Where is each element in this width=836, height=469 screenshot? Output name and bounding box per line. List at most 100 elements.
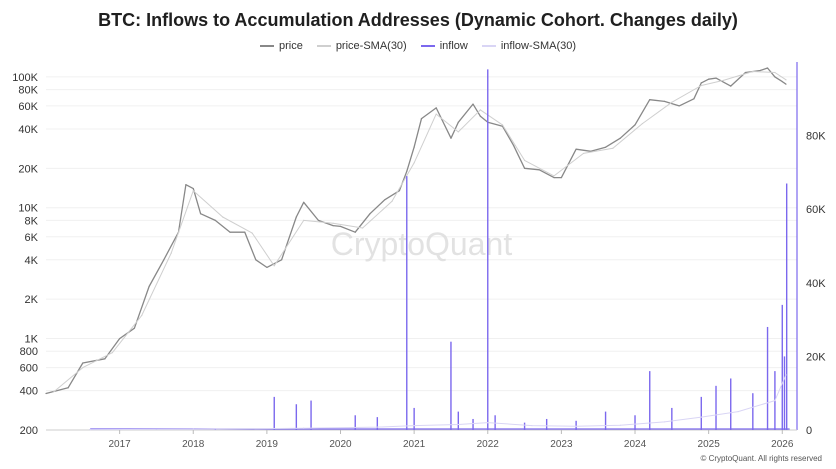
data-point-price-sma-30- [523,159,526,162]
data-point-inflow-sma-30- [575,425,577,427]
left-axis-tick-label: 1K [25,334,39,346]
left-axis-tick-label: 4K [25,255,39,267]
data-point-price [185,184,187,186]
data-point-price [163,259,165,261]
data-point-price [553,176,555,179]
data-point-price [538,169,540,171]
data-point-price [214,219,216,222]
legend-swatch-price-sma [316,45,331,47]
data-point-price-sma-30- [582,152,585,155]
left-axis-tick-label: 400 [20,386,38,398]
data-point-price [82,362,84,364]
legend-item-inflow[interactable]: inflow [420,40,468,52]
data-point-price-sma-30- [752,70,754,73]
data-point-price-sma-30- [361,227,364,229]
data-point-inflow-sma-30- [619,424,621,426]
legend-label-inflow: inflow [439,40,468,52]
chart-title: BTC: Inflows to Accumulation Addresses (… [98,10,738,30]
left-axis-tick-label: 800 [20,346,38,358]
data-point-inflow-sma-30- [774,399,776,402]
data-point-price [255,259,257,261]
data-point-price [406,170,408,172]
data-point-price [700,82,702,84]
data-point-price-sma-30- [457,131,459,133]
data-point-price [332,225,334,227]
data-point-price [575,148,577,150]
data-point-price [354,231,356,233]
data-point-price [192,188,194,190]
data-point-price-sma-30- [332,222,334,224]
data-point-price-sma-30- [273,265,275,267]
left-axis-tick-label: 6K [25,232,39,244]
right-axis-tick-label: 60K [806,204,826,216]
data-point-price [281,259,283,261]
data-point-price [119,337,121,340]
data-point-price [104,358,106,360]
data-point-price [398,190,401,192]
data-point-price [649,99,651,101]
data-point-price [435,107,437,109]
right-axis-tick-label: 80K [806,131,826,143]
data-point-inflow-sma-30- [785,374,787,376]
left-axis-tick-label: 10K [18,203,38,215]
legend-swatch-price [259,45,274,47]
data-point-price [693,98,695,100]
data-point-price-sma-30- [722,79,724,82]
data-point-price [457,121,459,123]
legend-swatch-inflow [420,45,435,47]
left-axis-tick-label: 80K [18,85,38,97]
data-point-price [744,71,747,74]
left-axis-tick-label: 60K [18,101,38,113]
data-point-price-sma-30- [479,109,482,111]
data-point-price [45,392,47,395]
data-point-price [295,216,297,218]
data-point-price-sma-30- [501,124,504,126]
data-point-price-sma-30- [641,122,643,125]
x-axis-tick-label: 2022 [477,439,500,450]
left-axis-tick-label: 20K [18,163,38,175]
data-point-price [663,100,666,102]
data-point-inflow-sma-30- [487,422,489,424]
legend-label-inflow-sma: inflow-SMA(30) [500,40,577,52]
legend-swatch-inflow-sma [481,45,496,47]
data-point-price [384,199,386,201]
data-point-price [200,213,202,215]
data-point-price [785,83,787,85]
right-axis-tick-label: 0 [806,425,812,437]
x-axis-tick-label: 2026 [771,439,794,450]
data-point-price [244,231,246,233]
legend-label-price-sma: price-SMA(30) [335,40,407,52]
left-axis-tick-label: 100K [12,72,38,84]
data-point-inflow-sma-30- [531,424,533,427]
data-point-price [67,387,69,389]
data-point-price [229,231,231,233]
data-point-price [148,285,150,288]
data-point-price-sma-30- [671,101,673,103]
legend-item-price[interactable]: price [259,40,303,52]
data-point-price-sma-30- [700,84,702,87]
data-point-price [619,137,621,139]
data-point-price-sma-30- [435,113,437,115]
data-point-inflow-sma-30- [663,421,666,423]
legend-item-price-sma[interactable]: price-SMA(30) [316,40,407,52]
watermark: CryptoQuant [331,226,513,262]
data-point-price-sma-30- [222,216,224,218]
data-point-price-sma-30- [413,162,415,164]
legend-label-price: price [278,40,303,52]
data-point-inflow-sma-30- [700,416,702,418]
legend: price price-SMA(30) inflow inflow-SMA(30… [0,40,836,52]
x-axis-tick-label: 2021 [403,439,426,450]
data-point-price [759,69,761,72]
data-point-price [369,213,371,215]
data-point-price-sma-30- [141,314,143,317]
data-point-price-sma-30- [303,219,305,222]
data-point-price-sma-30- [251,232,253,234]
data-point-price-sma-30- [391,200,393,202]
data-point-price [303,201,305,203]
legend-item-inflow-sma[interactable]: inflow-SMA(30) [481,40,577,52]
data-point-price [604,146,607,148]
x-axis-tick-label: 2024 [624,439,647,450]
data-point-inflow-sma-30- [376,426,378,428]
data-point-price [133,327,135,329]
